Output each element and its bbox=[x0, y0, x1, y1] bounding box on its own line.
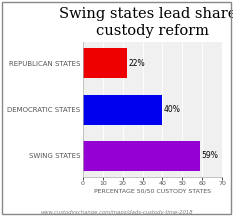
Bar bbox=[83, 48, 127, 78]
Bar bbox=[83, 141, 200, 171]
Title: Swing states lead shared
custody reform: Swing states lead shared custody reform bbox=[59, 7, 233, 38]
Text: 59%: 59% bbox=[202, 151, 219, 160]
Bar bbox=[83, 95, 162, 125]
X-axis label: PERCENTAGE 50/50 CUSTODY STATES: PERCENTAGE 50/50 CUSTODY STATES bbox=[94, 189, 211, 194]
Text: 22%: 22% bbox=[128, 59, 145, 68]
Text: www.custodyxchange.com/maps/dads-custody-time-2018: www.custodyxchange.com/maps/dads-custody… bbox=[40, 210, 193, 215]
Text: 40%: 40% bbox=[164, 105, 181, 114]
